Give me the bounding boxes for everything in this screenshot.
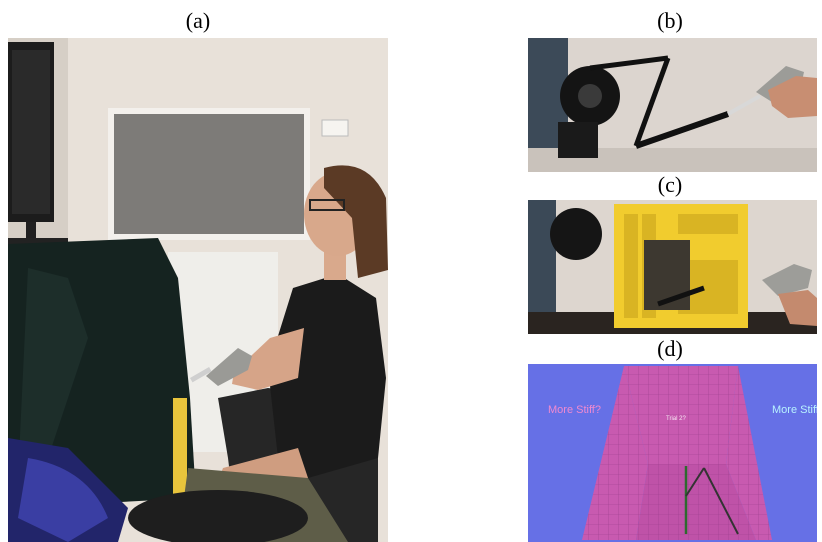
photo-haptic-device bbox=[528, 38, 817, 172]
virtual-environment-view: More Stiff? More Stiff Trial 2? bbox=[528, 364, 817, 542]
thermostat bbox=[321, 119, 349, 137]
panel-label-d: (d) bbox=[657, 336, 683, 361]
photo-device-in-cage bbox=[528, 200, 817, 334]
left-prompt: More Stiff? bbox=[548, 404, 601, 416]
panel-label-a: (a) bbox=[185, 8, 211, 33]
trial-text: Trial 2? bbox=[666, 416, 686, 422]
yellow-crate bbox=[614, 204, 748, 328]
haptic-stylus bbox=[190, 348, 252, 386]
panel-label-b: (b) bbox=[657, 8, 683, 33]
bulletin-board bbox=[108, 108, 310, 240]
photo-participant-setup bbox=[8, 38, 388, 542]
arm-rest bbox=[128, 490, 308, 542]
virtual-probe bbox=[684, 466, 739, 535]
panel-label-c: (c) bbox=[657, 172, 683, 197]
right-prompt: More Stiff bbox=[772, 404, 817, 416]
